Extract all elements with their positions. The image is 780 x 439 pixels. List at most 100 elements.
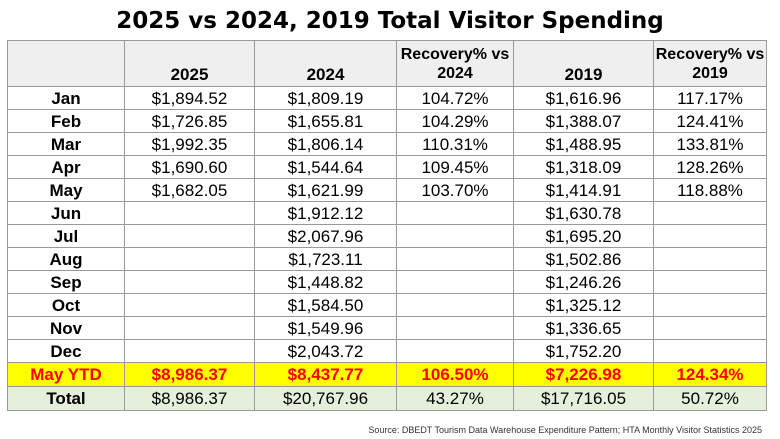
value-2025	[124, 339, 255, 363]
month-cell: Aug	[7, 247, 125, 271]
value-2019: $1,388.07	[513, 109, 654, 133]
recovery-2019: 117.17%	[653, 86, 767, 110]
table-row: Aug $1,723.11 $1,502.86	[7, 247, 767, 271]
recovery-2024: 104.29%	[396, 109, 514, 133]
ytd-2025: $8,986.37	[124, 362, 255, 387]
value-2019: $1,336.65	[513, 316, 654, 340]
recovery-2024	[396, 201, 514, 225]
recovery-2019: 124.41%	[653, 109, 767, 133]
column-header-2024: 2024	[254, 40, 397, 87]
table-row: Apr $1,690.60 $1,544.64 109.45% $1,318.09 128…	[7, 155, 767, 179]
value-2025: $1,992.35	[124, 132, 255, 156]
recovery-2019	[653, 270, 767, 294]
value-2025	[124, 201, 255, 225]
month-cell: Mar	[7, 132, 125, 156]
value-2019: $1,502.86	[513, 247, 654, 271]
page-title: 2025 vs 2024, 2019 Total Visitor Spendin…	[116, 8, 664, 34]
value-2025: $1,682.05	[124, 178, 255, 202]
table-row: Dec $2,043.72 $1,752.20	[7, 339, 767, 363]
total-2024: $20,767.96	[254, 386, 397, 411]
column-header-2019: 2019	[513, 40, 654, 87]
recovery-2024	[396, 293, 514, 317]
recovery-2019	[653, 201, 767, 225]
table-row: May $1,682.05 $1,621.99 103.70% $1,414.91 118…	[7, 178, 767, 202]
recovery-2024	[396, 224, 514, 248]
value-2025: $1,894.52	[124, 86, 255, 110]
month-cell: Feb	[7, 109, 125, 133]
value-2025: $1,690.60	[124, 155, 255, 179]
table-row: Jul $2,067.96 $1,695.20	[7, 224, 767, 248]
value-2019: $1,630.78	[513, 201, 654, 225]
value-2024: $1,544.64	[254, 155, 397, 179]
month-cell: Apr	[7, 155, 125, 179]
table-row: Oct $1,584.50 $1,325.12	[7, 293, 767, 317]
recovery-2019	[653, 339, 767, 363]
table-row: Nov $1,549.96 $1,336.65	[7, 316, 767, 340]
value-2025: $1,726.85	[124, 109, 255, 133]
recovery-2019: 128.26%	[653, 155, 767, 179]
total-recovery-2024: 43.27%	[396, 386, 514, 411]
recovery-2024: 109.45%	[396, 155, 514, 179]
value-2024: $2,043.72	[254, 339, 397, 363]
table-row: Jun $1,912.12 $1,630.78	[7, 201, 767, 225]
recovery-2019: 133.81%	[653, 132, 767, 156]
value-2019: $1,488.95	[513, 132, 654, 156]
recovery-2024: 103.70%	[396, 178, 514, 202]
value-2025	[124, 247, 255, 271]
table-row: Mar $1,992.35 $1,806.14 110.31% $1,488.95 133…	[7, 132, 767, 156]
value-2024: $1,549.96	[254, 316, 397, 340]
table-row: Jan $1,894.52 $1,809.19 104.72% $1,616.96 117…	[7, 86, 767, 110]
recovery-2024	[396, 339, 514, 363]
month-cell: Dec	[7, 339, 125, 363]
month-cell: Oct	[7, 293, 125, 317]
source-note: Source: DBEDT Tourism Data Warehouse Exp…	[368, 425, 762, 435]
value-2025	[124, 316, 255, 340]
header-row: 2025 2024 Recovery% vs 2024 2019 Recover…	[7, 40, 767, 87]
spending-table: 2025 2024 Recovery% vs 2024 2019 Recover…	[7, 40, 767, 411]
recovery-2024: 110.31%	[396, 132, 514, 156]
recovery-2024	[396, 270, 514, 294]
value-2019: $1,752.20	[513, 339, 654, 363]
value-2024: $1,723.11	[254, 247, 397, 271]
value-2019: $1,414.91	[513, 178, 654, 202]
value-2019: $1,695.20	[513, 224, 654, 248]
ytd-row: May YTD $8,986.37 $8,437.77 106.50% $7,2…	[7, 362, 767, 387]
month-cell: Sep	[7, 270, 125, 294]
value-2019: $1,246.26	[513, 270, 654, 294]
month-cell: May	[7, 178, 125, 202]
ytd-2019: $7,226.98	[513, 362, 654, 387]
column-header-recovery-2024: Recovery% vs 2024	[396, 40, 514, 87]
value-2025	[124, 270, 255, 294]
month-cell: Nov	[7, 316, 125, 340]
value-2024: $1,584.50	[254, 293, 397, 317]
total-2025: $8,986.37	[124, 386, 255, 411]
value-2024: $1,912.12	[254, 201, 397, 225]
table-row: Feb $1,726.85 $1,655.81 104.29% $1,388.07 124…	[7, 109, 767, 133]
value-2019: $1,616.96	[513, 86, 654, 110]
recovery-2019: 118.88%	[653, 178, 767, 202]
value-2025	[124, 224, 255, 248]
month-cell: Jul	[7, 224, 125, 248]
recovery-2019	[653, 224, 767, 248]
column-header-recovery-2019: Recovery% vs 2019	[653, 40, 767, 87]
recovery-2019	[653, 293, 767, 317]
value-2019: $1,318.09	[513, 155, 654, 179]
ytd-recovery-2024: 106.50%	[396, 362, 514, 387]
recovery-2019	[653, 247, 767, 271]
ytd-recovery-2019: 124.34%	[653, 362, 767, 387]
value-2024: $1,448.82	[254, 270, 397, 294]
ytd-2024: $8,437.77	[254, 362, 397, 387]
column-header-month	[7, 40, 125, 87]
recovery-2024: 104.72%	[396, 86, 514, 110]
value-2024: $1,655.81	[254, 109, 397, 133]
table-row: Sep $1,448.82 $1,246.26	[7, 270, 767, 294]
month-cell: Jan	[7, 86, 125, 110]
month-cell: Jun	[7, 201, 125, 225]
total-recovery-2019: 50.72%	[653, 386, 767, 411]
column-header-2025: 2025	[124, 40, 255, 87]
recovery-2024	[396, 316, 514, 340]
value-2024: $1,809.19	[254, 86, 397, 110]
recovery-2019	[653, 316, 767, 340]
value-2024: $1,806.14	[254, 132, 397, 156]
recovery-2024	[396, 247, 514, 271]
